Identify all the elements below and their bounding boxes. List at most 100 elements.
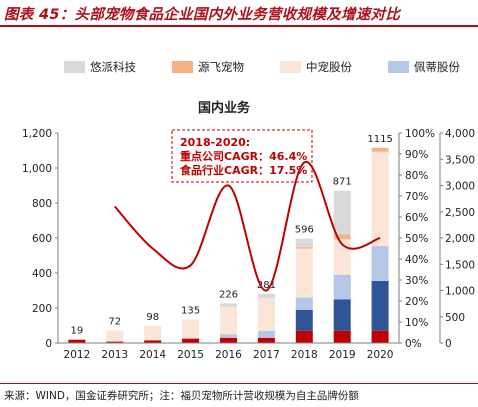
legend-label-youpai: 悠派科技 [90, 60, 136, 74]
legend-swatch-zhongchong [280, 61, 301, 73]
legend-item-yuanfei: 源飞宠物 [172, 57, 244, 77]
y-left-tick-2: 400 [32, 268, 52, 280]
bar-segment-2020-1 [371, 280, 389, 331]
y-right-abs-tick-3: 1,500 [445, 259, 475, 271]
legend-label-yuanfei: 源飞宠物 [198, 60, 244, 74]
bar-segment-2020-0 [371, 330, 389, 344]
bar-segment-2019-4 [333, 234, 351, 240]
x-tick-2019: 2019 [329, 349, 356, 361]
x-tick-2015: 2015 [177, 349, 204, 361]
bar-segment-2018-1 [295, 309, 313, 331]
annotation-line1: 2018-2020: [180, 136, 250, 149]
y-left-tick-6: 1,200 [22, 128, 52, 140]
bar-segment-2016-0 [220, 337, 237, 344]
y-right-abs-tick-1: 500 [445, 312, 465, 324]
cagr-annotation: 2018-2020: 重点公司CAGR：46.4% 食品行业CAGR：17.5% [171, 129, 313, 183]
total-label-2018: 596 [295, 225, 314, 236]
total-label-2019: 871 [333, 177, 352, 188]
bar-segment-2020-2 [371, 245, 389, 281]
total-label-2014: 98 [146, 312, 159, 323]
bar-segment-2015-1 [182, 336, 200, 339]
y-right-abs-tick-0: 0 [445, 338, 452, 350]
footer-divider [0, 383, 478, 384]
annotation-box [171, 129, 313, 183]
y-right-pct-tick-10: 100% [405, 128, 435, 140]
x-tick-2012: 2012 [64, 349, 91, 361]
source-note: 来源：WIND，国金证券研究所；注：福贝宠物所计营收规模为自主品牌份额 [4, 390, 359, 402]
bar-segment-2018-5 [295, 238, 313, 248]
line-layer [114, 161, 381, 292]
bar-segment-2013-1 [106, 330, 124, 342]
y-left-tick-3: 600 [32, 233, 52, 245]
total-label-2017: 281 [257, 280, 276, 291]
bar-segment-2014-2 [144, 325, 162, 340]
total-label-2013: 72 [108, 316, 121, 327]
bar-segment-2016-3 [220, 303, 237, 307]
y-right-pct-tick-8: 80% [405, 170, 428, 182]
bar-segment-2015-2 [182, 319, 200, 337]
y-left-tick-0: 0 [45, 338, 52, 350]
legend-swatch-youpai [64, 61, 85, 73]
y-right-abs-tick-7: 3,500 [445, 154, 475, 166]
y-right-pct-tick-4: 40% [405, 254, 428, 266]
growth-line [114, 161, 381, 292]
x-tick-2016: 2016 [215, 349, 242, 361]
bar-segment-2012-0 [68, 339, 86, 343]
bar-segment-2018-4 [295, 247, 313, 249]
y-left-tick-5: 1,000 [22, 163, 52, 175]
legend-swatch-yuanfei [172, 61, 193, 73]
bar-segment-2017-3 [257, 293, 275, 299]
annotation-line3: 食品行业CAGR：17.5% [180, 163, 307, 177]
y-right-pct-tick-5: 50% [405, 233, 428, 245]
bar-segment-2015-0 [182, 338, 200, 343]
bar-segment-2018-3 [295, 248, 313, 298]
annotation-line2: 重点公司CAGR：46.4% [180, 149, 307, 163]
bar-segment-2017-0 [257, 337, 275, 344]
y-right-pct-tick-3: 30% [405, 275, 428, 287]
bar-segment-2019-0 [333, 330, 351, 344]
y-right-pct-tick-1: 10% [405, 317, 428, 329]
y-right-abs-tick-5: 2,500 [445, 207, 475, 219]
x-tick-2013: 2013 [101, 349, 128, 361]
y-right-pct-tick-6: 60% [405, 212, 428, 224]
total-label-2020: 1115 [367, 134, 392, 145]
total-label-2016: 226 [219, 289, 238, 300]
total-label-2012: 19 [71, 326, 84, 337]
bar-segment-2019-5 [333, 190, 351, 235]
bar-layer: 19 72 98 135 226 281 596 871 1115 [68, 134, 393, 344]
legend-label-peidi: 佩蒂股份 [414, 60, 460, 74]
y-right-pct-tick-7: 70% [405, 191, 428, 203]
figure-title: 图表 45：头部宠物食品企业国内外业务营收规模及增速对比 [4, 7, 401, 23]
x-tick-2014: 2014 [139, 349, 166, 361]
y-right-abs-tick-2: 1,000 [445, 286, 475, 298]
bar-segment-2020-4 [371, 147, 389, 152]
bar-segment-2016-2 [220, 306, 237, 335]
axes-layer: 2012 2013 2014 2015 2016 2017 2018 2019 2020 0 200… [22, 128, 475, 361]
bar-segment-2014-0 [144, 340, 162, 343]
bar-segment-2016-1 [220, 334, 237, 338]
legend-item-youpai: 悠派科技 [64, 57, 136, 77]
legend-label-zhongchong: 中宠股份 [306, 60, 352, 74]
y-right-abs-tick-8: 4,000 [445, 128, 475, 140]
y-left-tick-4: 800 [32, 198, 52, 210]
y-left-tick-1: 200 [32, 303, 52, 315]
bar-segment-2020-3 [371, 151, 389, 246]
bar-segment-2017-2 [257, 298, 275, 331]
y-right-pct-tick-9: 90% [405, 149, 428, 161]
header-divider [0, 25, 478, 27]
y-right-pct-tick-0: 0% [405, 338, 422, 350]
x-tick-2018: 2018 [291, 349, 318, 361]
bar-segment-2017-1 [257, 330, 275, 338]
y-right-abs-tick-6: 3,000 [445, 181, 475, 193]
x-tick-2020: 2020 [367, 349, 394, 361]
y-right-abs-tick-4: 2,000 [445, 233, 475, 245]
total-label-2015: 135 [181, 305, 200, 316]
bar-segment-2019-1 [333, 299, 351, 331]
x-tick-2017: 2017 [253, 349, 280, 361]
legend-swatch-peidi [388, 61, 409, 73]
legend-item-zhongchong: 中宠股份 [280, 57, 352, 77]
legend-item-peidi: 佩蒂股份 [388, 57, 460, 77]
bar-segment-2018-0 [295, 330, 313, 344]
bar-segment-2019-2 [333, 274, 351, 300]
